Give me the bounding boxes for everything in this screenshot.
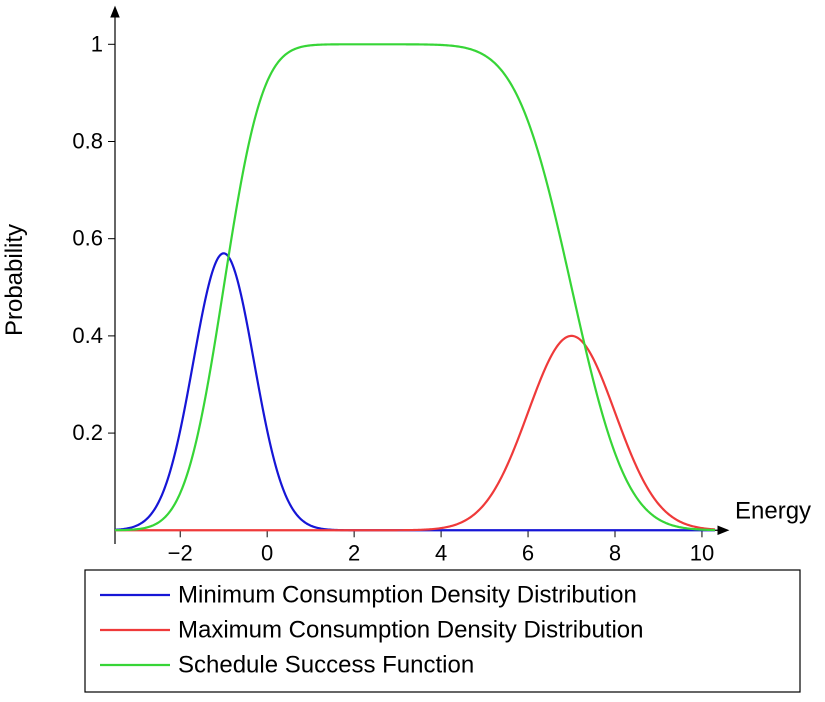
x-tick-label: 8 (609, 540, 621, 565)
curves (115, 44, 715, 530)
series-2 (115, 44, 715, 530)
series-0 (115, 253, 715, 530)
y-axis-label: Probability (1, 224, 28, 336)
y-tick-label: 0.8 (72, 128, 103, 153)
legend: Minimum Consumption Density Distribution… (85, 570, 800, 692)
y-tick-label: 0.4 (72, 323, 103, 348)
legend-label-1: Maximum Consumption Density Distribution (178, 616, 644, 643)
x-tick-label: 0 (261, 540, 273, 565)
x-axis-label: Energy (735, 497, 811, 524)
legend-label-0: Minimum Consumption Density Distribution (178, 581, 637, 608)
x-tick-label: 2 (348, 540, 360, 565)
x-tick-label: 10 (690, 540, 714, 565)
y-tick-label: 1 (91, 31, 103, 56)
x-tick-label: −2 (168, 540, 193, 565)
y-tick-label: 0.2 (72, 420, 103, 445)
legend-label-2: Schedule Success Function (178, 651, 474, 678)
x-tick-label: 6 (522, 540, 534, 565)
axis-labels: Energy Probability (1, 224, 811, 524)
probability-energy-chart: −2 0 2 4 6 8 10 0.2 0.4 0.6 0.8 1 Minimum Consumpti… (0, 0, 825, 702)
series-1 (115, 336, 715, 530)
axes: −2 0 2 4 6 8 10 0.2 0.4 0.6 0.8 1 (72, 8, 727, 565)
y-tick-label: 0.6 (72, 226, 103, 251)
x-tick-label: 4 (435, 540, 447, 565)
